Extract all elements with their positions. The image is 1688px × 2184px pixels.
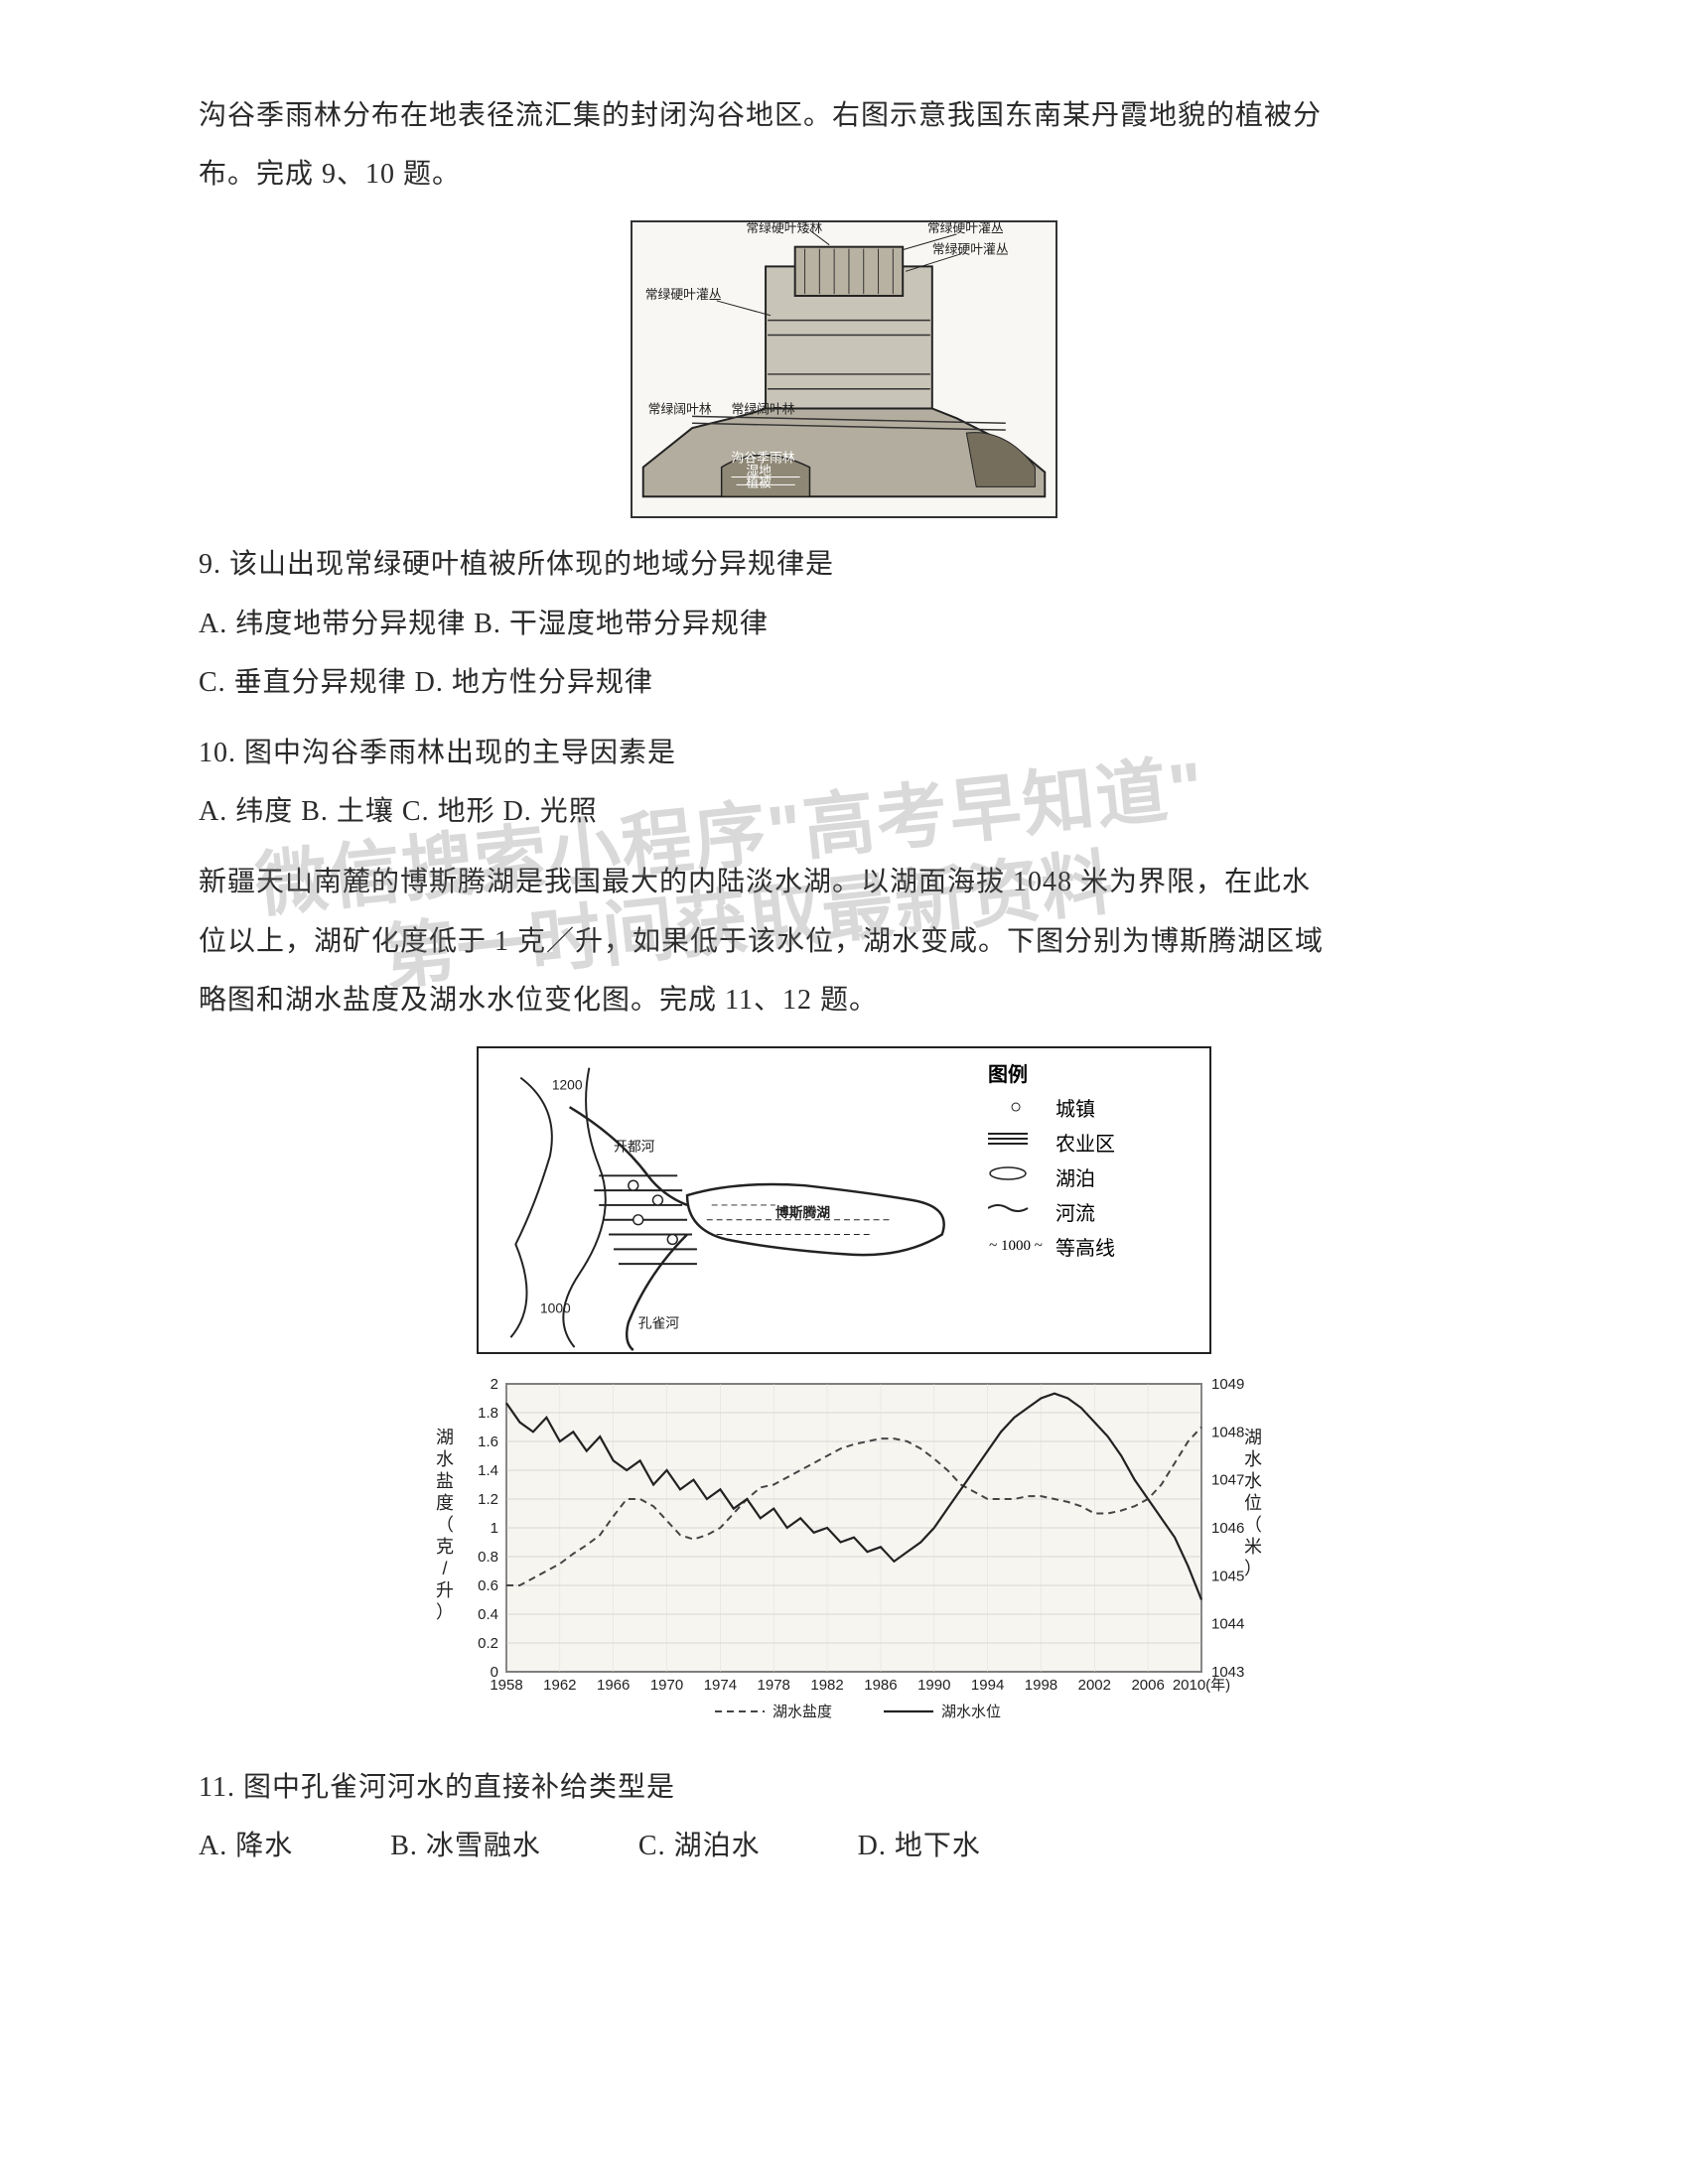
q11-optA: A. 降水 — [199, 1820, 293, 1872]
svg-text:米: 米 — [1244, 1537, 1262, 1557]
svg-text:度: 度 — [436, 1493, 454, 1513]
svg-text:湖水水位: 湖水水位 — [941, 1704, 1001, 1720]
svg-text:水: 水 — [1244, 1449, 1262, 1469]
svg-text:1: 1 — [491, 1520, 498, 1537]
svg-text:博斯腾湖: 博斯腾湖 — [775, 1204, 830, 1220]
intro2-line3: 略图和湖水盐度及湖水水位变化图。完成 11、12 题。 — [199, 974, 1489, 1026]
svg-text:常绿硬叶灌丛: 常绿硬叶灌丛 — [927, 222, 1004, 235]
map-container: 1200 1000 开都河 孔雀河 博斯腾湖 — [199, 1046, 1489, 1354]
svg-text:1998: 1998 — [1025, 1677, 1057, 1694]
svg-text:开都河: 开都河 — [614, 1139, 655, 1155]
svg-text:常绿硬叶灌丛: 常绿硬叶灌丛 — [932, 242, 1009, 257]
svg-text:孔雀河: 孔雀河 — [638, 1314, 680, 1330]
svg-text:1200: 1200 — [552, 1076, 583, 1092]
svg-text:1.8: 1.8 — [478, 1405, 498, 1422]
legend-river: 河流 — [988, 1197, 1192, 1226]
svg-text:1.2: 1.2 — [478, 1491, 498, 1508]
q9-opts-ab: A. 纬度地带分异规律 B. 干湿度地带分异规律 — [199, 598, 1489, 650]
svg-text:植被: 植被 — [746, 476, 772, 490]
svg-text:常绿硬叶灌丛: 常绿硬叶灌丛 — [645, 287, 722, 302]
q10-opts: A. 纬度 B. 土壤 C. 地形 D. 光照 — [199, 785, 1489, 838]
map-bosten: 1200 1000 开都河 孔雀河 博斯腾湖 — [477, 1046, 1211, 1354]
svg-text:）: ） — [1244, 1559, 1262, 1578]
intro-paragraph-2: 新疆天山南麓的博斯腾湖是我国最大的内陆淡水湖。以湖面海拔 1048 米为界限，在… — [199, 856, 1489, 1026]
svg-text:湖水盐度: 湖水盐度 — [773, 1704, 832, 1720]
svg-text:盐: 盐 — [436, 1471, 454, 1491]
svg-text:1982: 1982 — [810, 1677, 843, 1694]
svg-text:0.6: 0.6 — [478, 1577, 498, 1594]
svg-text:1048: 1048 — [1211, 1424, 1244, 1440]
q11-optD: D. 地下水 — [858, 1820, 981, 1872]
intro1-line1: 沟谷季雨林分布在地表径流汇集的封闭沟谷地区。右图示意我国东南某丹霞地貌的植被分 — [199, 89, 1489, 142]
figure1-danxia: 常绿硬叶矮林 常绿硬叶灌丛 常绿硬叶灌丛 常绿硬叶灌丛 常绿阔叶林 常绿阔叶林 … — [631, 220, 1057, 518]
svg-text:1.6: 1.6 — [478, 1433, 498, 1450]
svg-text:（: （ — [436, 1515, 454, 1535]
svg-text:水: 水 — [436, 1449, 454, 1469]
intro2-line1: 新疆天山南麓的博斯腾湖是我国最大的内陆淡水湖。以湖面海拔 1048 米为界限，在… — [199, 856, 1489, 908]
legend-contour: ~ 1000 ~等高线 — [988, 1232, 1192, 1261]
svg-text:1990: 1990 — [917, 1677, 950, 1694]
question-10: 10. 图中沟谷季雨林出现的主导因素是 A. 纬度 B. 土壤 C. 地形 D.… — [199, 727, 1489, 838]
svg-text:1994: 1994 — [971, 1677, 1004, 1694]
svg-text:/: / — [442, 1559, 447, 1578]
q11-stem: 11. 图中孔雀河河水的直接补给类型是 — [199, 1761, 1489, 1814]
chart-salinity-level: 00.20.40.60.811.21.41.61.821043104410451… — [417, 1364, 1271, 1741]
q11-optC: C. 湖泊水 — [638, 1820, 761, 1872]
question-9: 9. 该山出现常绿硬叶植被所体现的地域分异规律是 A. 纬度地带分异规律 B. … — [199, 538, 1489, 709]
q9-opts-cd: C. 垂直分异规律 D. 地方性分异规律 — [199, 656, 1489, 709]
figure1-container: 常绿硬叶矮林 常绿硬叶灌丛 常绿硬叶灌丛 常绿硬叶灌丛 常绿阔叶林 常绿阔叶林 … — [199, 220, 1489, 518]
legend-lake: 湖泊 — [988, 1162, 1192, 1191]
svg-text:0.8: 0.8 — [478, 1549, 498, 1566]
svg-text:1958: 1958 — [490, 1677, 522, 1694]
svg-text:1000: 1000 — [540, 1299, 571, 1315]
svg-text:1966: 1966 — [597, 1677, 630, 1694]
question-11: 11. 图中孔雀河河水的直接补给类型是 A. 降水 B. 冰雪融水 C. 湖泊水… — [199, 1761, 1489, 1872]
svg-text:2010(年): 2010(年) — [1173, 1677, 1230, 1694]
chart-container: 00.20.40.60.811.21.41.61.821043104410451… — [199, 1364, 1489, 1741]
legend-town: ○城镇 — [988, 1093, 1192, 1122]
svg-text:水: 水 — [1244, 1471, 1262, 1491]
svg-text:1046: 1046 — [1211, 1520, 1244, 1537]
svg-text:2006: 2006 — [1131, 1677, 1164, 1694]
map-legend: 图例 ○城镇 农业区 湖泊 河流 ~ 1000 ~等高线 — [988, 1058, 1192, 1267]
svg-text:0.4: 0.4 — [478, 1606, 498, 1623]
intro-paragraph-1: 沟谷季雨林分布在地表径流汇集的封闭沟谷地区。右图示意我国东南某丹霞地貌的植被分 … — [199, 89, 1489, 201]
svg-text:0.2: 0.2 — [478, 1635, 498, 1652]
legend-agri: 农业区 — [988, 1128, 1192, 1157]
q11-optB: B. 冰雪融水 — [390, 1820, 541, 1872]
svg-text:2002: 2002 — [1078, 1677, 1111, 1694]
q9-stem: 9. 该山出现常绿硬叶植被所体现的地域分异规律是 — [199, 538, 1489, 591]
intro1-line2: 布。完成 9、10 题。 — [199, 148, 1489, 201]
svg-text:常绿阔叶林: 常绿阔叶林 — [732, 402, 795, 417]
svg-text:湖: 湖 — [436, 1428, 454, 1447]
svg-text:1978: 1978 — [758, 1677, 790, 1694]
svg-text:1049: 1049 — [1211, 1376, 1244, 1393]
svg-text:1.4: 1.4 — [478, 1462, 498, 1479]
svg-text:）: ） — [436, 1602, 454, 1622]
svg-text:1962: 1962 — [543, 1677, 576, 1694]
svg-text:1986: 1986 — [864, 1677, 897, 1694]
svg-text:常绿硬叶矮林: 常绿硬叶矮林 — [746, 222, 822, 235]
svg-text:1970: 1970 — [650, 1677, 683, 1694]
q11-opts: A. 降水 B. 冰雪融水 C. 湖泊水 D. 地下水 — [199, 1820, 1489, 1872]
svg-text:克: 克 — [436, 1537, 454, 1557]
svg-text:1044: 1044 — [1211, 1616, 1244, 1633]
svg-text:1974: 1974 — [704, 1677, 737, 1694]
svg-text:湖: 湖 — [1244, 1428, 1262, 1447]
svg-text:升: 升 — [436, 1580, 454, 1600]
q10-stem: 10. 图中沟谷季雨林出现的主导因素是 — [199, 727, 1489, 779]
svg-text:1047: 1047 — [1211, 1472, 1244, 1489]
svg-text:位: 位 — [1244, 1493, 1262, 1513]
svg-text:（: （ — [1244, 1515, 1262, 1535]
intro2-line2: 位以上，湖矿化度低于 1 克／升，如果低于该水位，湖水变咸。下图分别为博斯腾湖区… — [199, 915, 1489, 968]
svg-text:常绿阔叶林: 常绿阔叶林 — [648, 402, 712, 417]
svg-text:1045: 1045 — [1211, 1568, 1244, 1584]
svg-text:2: 2 — [491, 1376, 498, 1393]
legend-title: 图例 — [988, 1058, 1192, 1087]
